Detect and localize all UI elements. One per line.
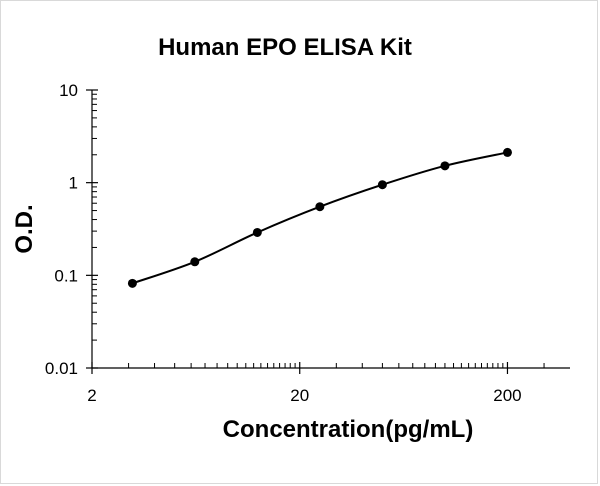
y-tick-label: 1	[69, 174, 78, 193]
y-tick-label: 0.01	[45, 359, 78, 378]
chart-title: Human EPO ELISA Kit	[158, 34, 412, 61]
x-tick-label: 20	[290, 386, 309, 405]
x-tick-label: 2	[87, 386, 96, 405]
y-tick-label: 10	[59, 81, 78, 100]
axes	[86, 89, 570, 374]
plot-area	[127, 147, 512, 288]
data-point	[440, 161, 450, 171]
tick-labels: 10 1 0.1 0.01 2 20 200	[45, 81, 522, 405]
y-tick-label: 0.1	[54, 266, 78, 285]
x-tick-label: 200	[493, 386, 521, 405]
data-point	[377, 180, 387, 190]
data-point	[190, 257, 200, 267]
y-axis-title: O.D.	[11, 204, 38, 253]
data-point	[315, 202, 325, 212]
x-axis-title: Concentration(pg/mL)	[223, 416, 474, 443]
data-point	[127, 278, 137, 288]
data-point	[502, 147, 512, 157]
data-point	[252, 227, 262, 237]
fit-curve	[132, 151, 508, 285]
